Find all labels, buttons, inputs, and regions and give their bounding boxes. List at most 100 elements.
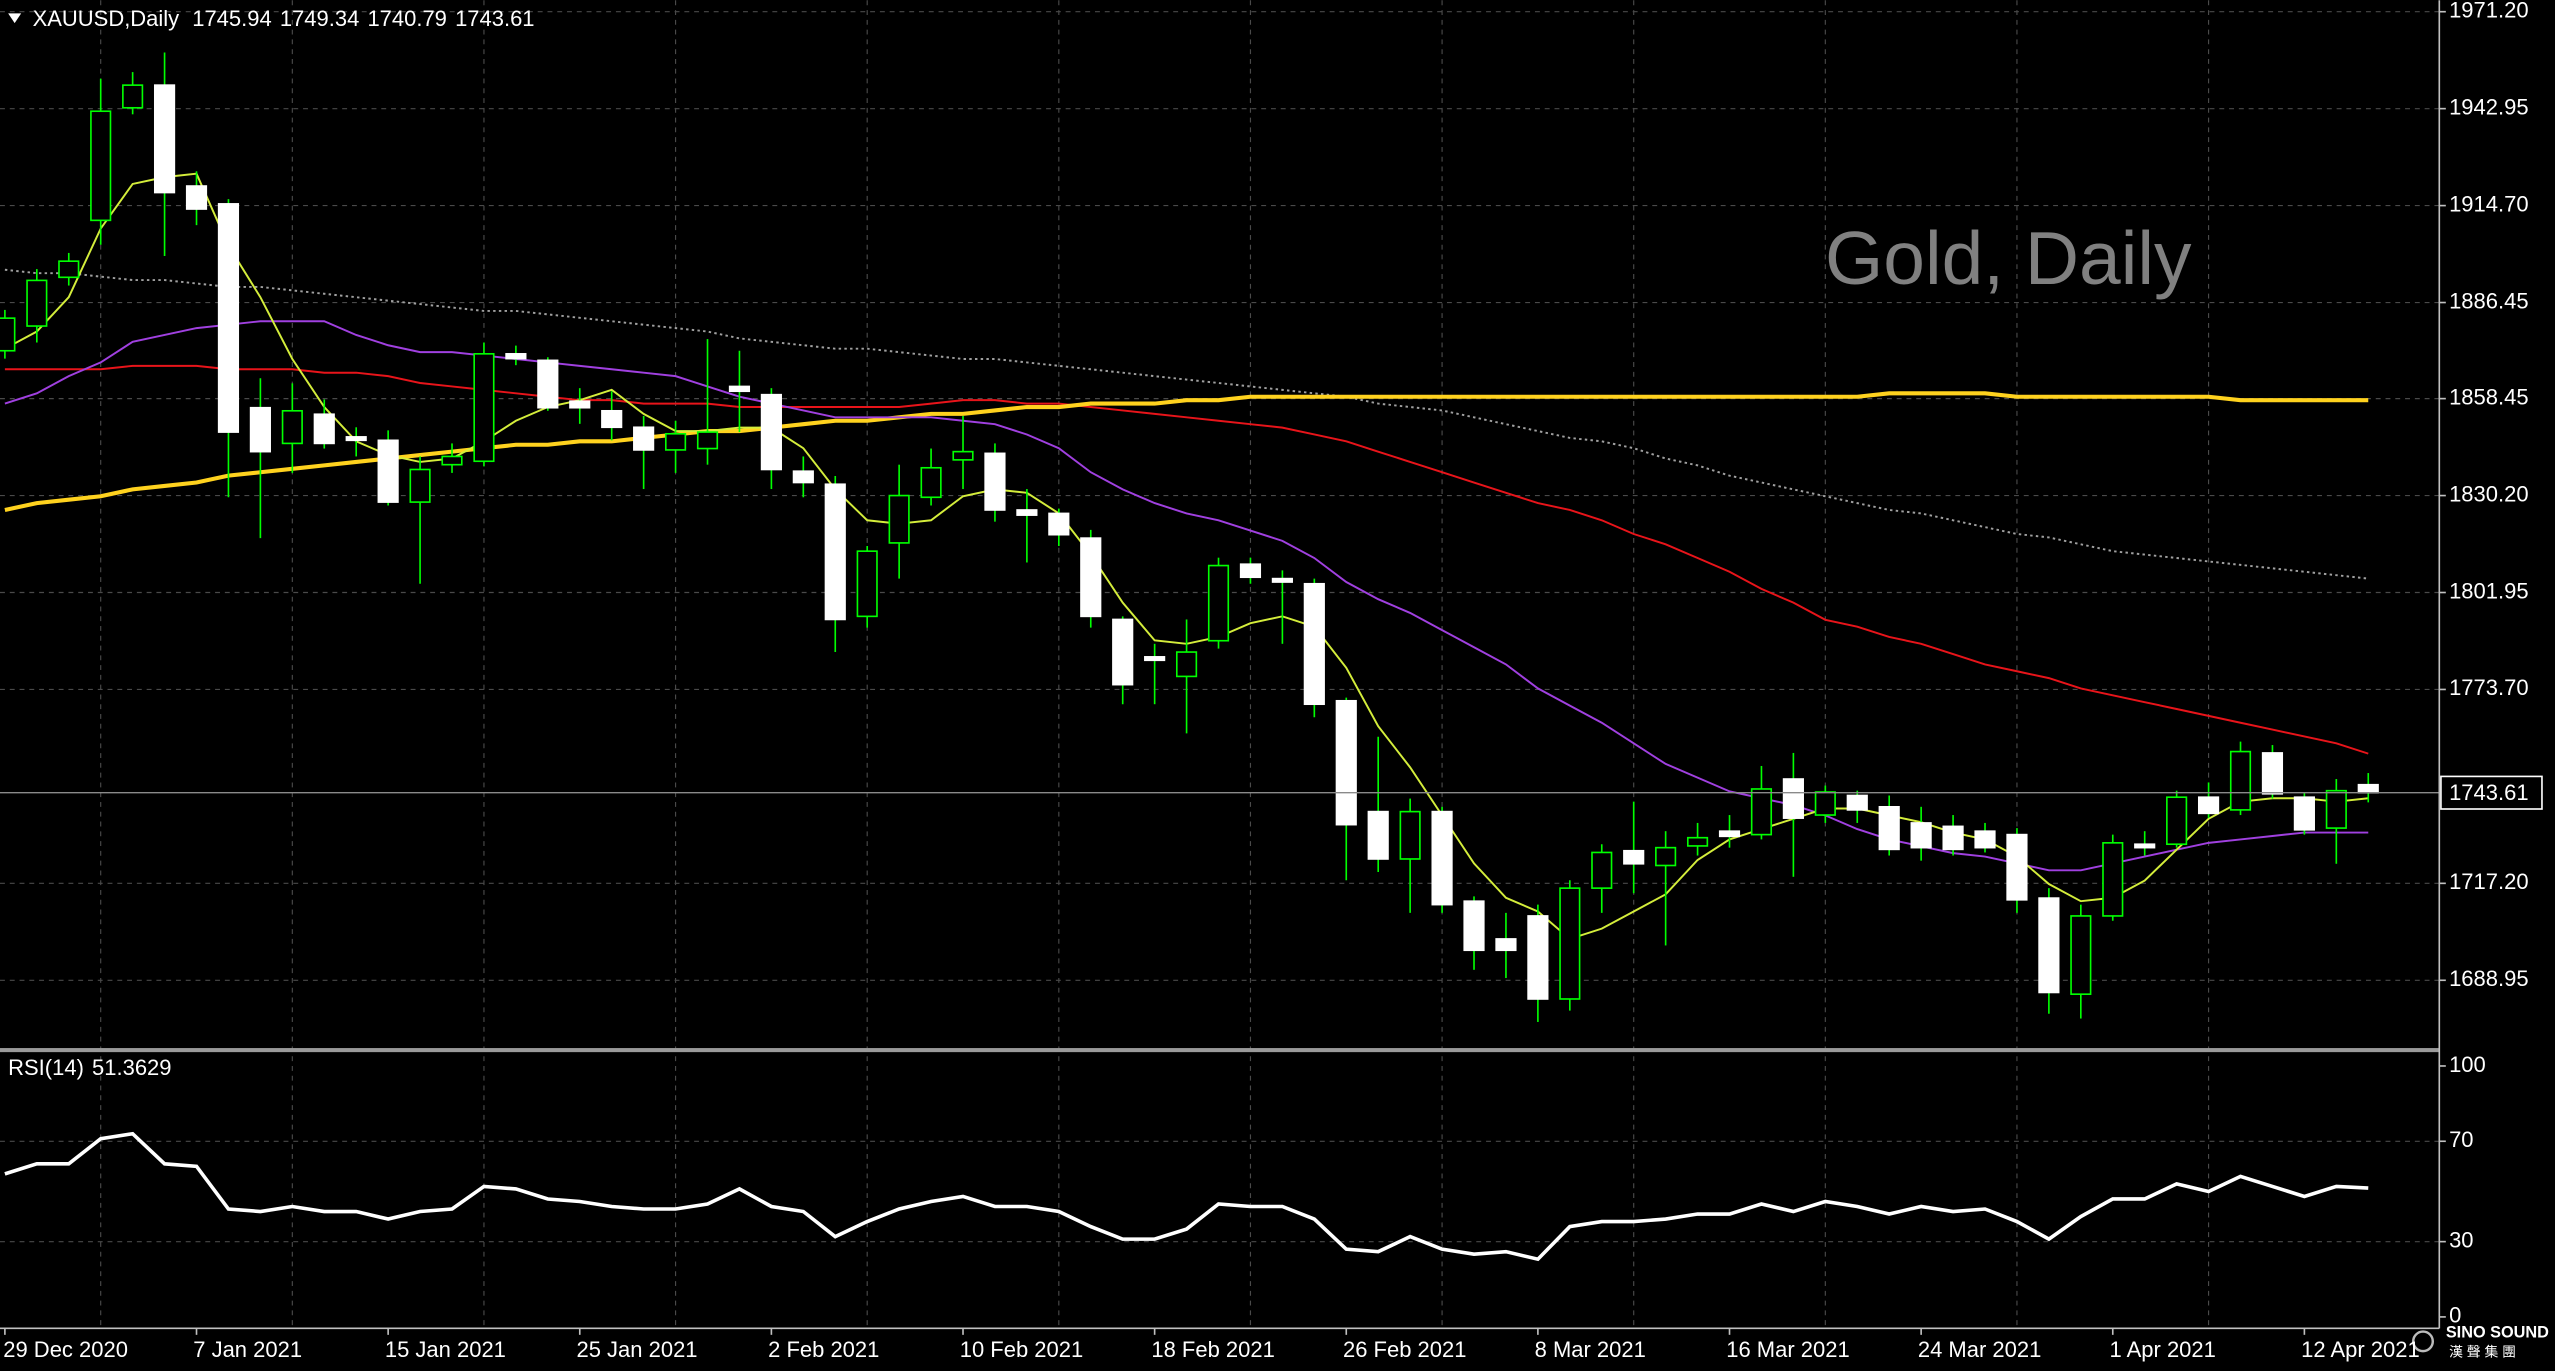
candle-body: [2261, 752, 2284, 795]
candle-body: [1367, 810, 1389, 860]
candle-body: [1016, 509, 1038, 516]
candle-body: [1942, 825, 1964, 851]
x-tick-label: 15 Jan 2021: [385, 1337, 506, 1362]
x-tick-label: 10 Feb 2021: [960, 1337, 1083, 1362]
y-tick-label: 1858.45: [2449, 384, 2528, 409]
candle-body: [2293, 796, 2315, 831]
candle-body: [2357, 783, 2379, 794]
candle-body: [249, 406, 271, 453]
candle-body: [537, 359, 559, 409]
candle-body: [58, 260, 80, 279]
candle-body: [2102, 842, 2124, 917]
logo-subtitle: 漢 聲 集 團: [2449, 1343, 2516, 1359]
rsi-header: RSI(14) 51.3629: [8, 1055, 171, 1080]
rsi-title: RSI(14): [8, 1055, 84, 1080]
y-tick-label: 1801.95: [2449, 578, 2528, 603]
high-value: 1749.34: [280, 6, 359, 31]
candle-body: [1239, 563, 1262, 579]
x-tick-label: 25 Jan 2021: [577, 1337, 698, 1362]
x-tick-label: 16 Mar 2021: [1726, 1337, 1849, 1362]
current-price-box: [2440, 775, 2543, 810]
candle-body: [2038, 897, 2060, 994]
grid-layer: [0, 0, 2440, 1329]
candle-body: [2070, 915, 2092, 995]
candle-body: [888, 494, 910, 544]
candle-body: [1878, 805, 1900, 851]
candle-body: [1782, 778, 1804, 819]
rsi-line: [4, 1131, 2369, 1262]
candle-body: [90, 110, 112, 222]
x-tick-label: 18 Feb 2021: [1151, 1337, 1274, 1362]
logo-icon: [2412, 1330, 2435, 1353]
low-value: 1740.79: [367, 6, 446, 31]
candle-body: [633, 426, 655, 451]
candle-body: [1623, 849, 1645, 865]
candle-body: [920, 466, 942, 499]
close-value: 1743.61: [455, 6, 534, 31]
y-tick-label: 1717.20: [2449, 869, 2528, 894]
candle-body: [2166, 796, 2188, 846]
candle-body: [26, 279, 48, 327]
candle-body: [1175, 651, 1198, 678]
candle-body: [281, 409, 303, 445]
y-tick-label: 1886.45: [2449, 288, 2528, 313]
candle-body: [1910, 822, 1932, 849]
candle-body: [1399, 810, 1421, 860]
price-header: XAUUSD,Daily 1745.94 1749.34 1740.79 1743.61: [33, 6, 535, 31]
candle-body: [505, 353, 527, 360]
moving-average: [4, 320, 2369, 872]
candle-body: [1048, 512, 1070, 536]
candle-body: [217, 203, 240, 433]
candle-body: [1080, 537, 1102, 618]
candle-body: [377, 439, 399, 503]
y-tick-label: 1914.70: [2449, 191, 2528, 216]
candle-body: [2006, 833, 2028, 901]
candle-body: [1750, 788, 1773, 836]
y-tick-label: 70: [2449, 1127, 2473, 1152]
candle-body: [1591, 851, 1613, 889]
x-tick-label: 2 Feb 2021: [768, 1337, 879, 1362]
y-tick-label: 1971.20: [2449, 0, 2528, 23]
y-tick-label: 1688.95: [2449, 966, 2528, 991]
y-tick-label: 0: [2449, 1303, 2461, 1328]
open-value: 1745.94: [192, 6, 271, 31]
candle-body: [856, 550, 878, 618]
watermark: Gold, Daily: [1825, 216, 2192, 300]
x-tick-label: 24 Mar 2021: [1918, 1337, 2041, 1362]
y-tick-label: 100: [2449, 1052, 2486, 1077]
candle-body: [728, 385, 751, 393]
candle-body: [1655, 846, 1677, 867]
mark-layer: [0, 52, 2440, 1262]
x-tick-label: 26 Feb 2021: [1343, 1337, 1466, 1362]
pane-separator: [0, 1048, 2440, 1053]
candle-body: [409, 468, 431, 503]
candle-body: [0, 317, 16, 352]
candle-body: [2229, 750, 2252, 811]
rsi-value: 51.3629: [92, 1055, 171, 1080]
moving-average: [4, 364, 2369, 755]
candle-body: [569, 400, 591, 409]
candle-body: [1495, 938, 1517, 952]
candle-body: [153, 84, 176, 194]
candle-body: [1686, 836, 1709, 847]
y-tick-label: 1830.20: [2449, 481, 2528, 506]
menu-triangle[interactable]: [8, 13, 22, 24]
candle-body: [1144, 656, 1166, 662]
candle-body: [313, 413, 335, 445]
candle-body: [1112, 618, 1134, 686]
x-tick-label: 1 Apr 2021: [2110, 1337, 2216, 1362]
candle-body: [122, 84, 144, 109]
candle-body: [984, 452, 1006, 511]
candle-body: [792, 470, 814, 484]
candle-body: [1559, 887, 1581, 1000]
x-tick-label: 29 Dec 2020: [3, 1337, 128, 1362]
candle-body: [1207, 564, 1230, 642]
candle-body: [441, 455, 463, 466]
candle-body: [696, 431, 719, 450]
y-tick-label: 1942.95: [2449, 94, 2528, 119]
candle-body: [1814, 791, 1836, 816]
candle-body: [1271, 577, 1293, 583]
